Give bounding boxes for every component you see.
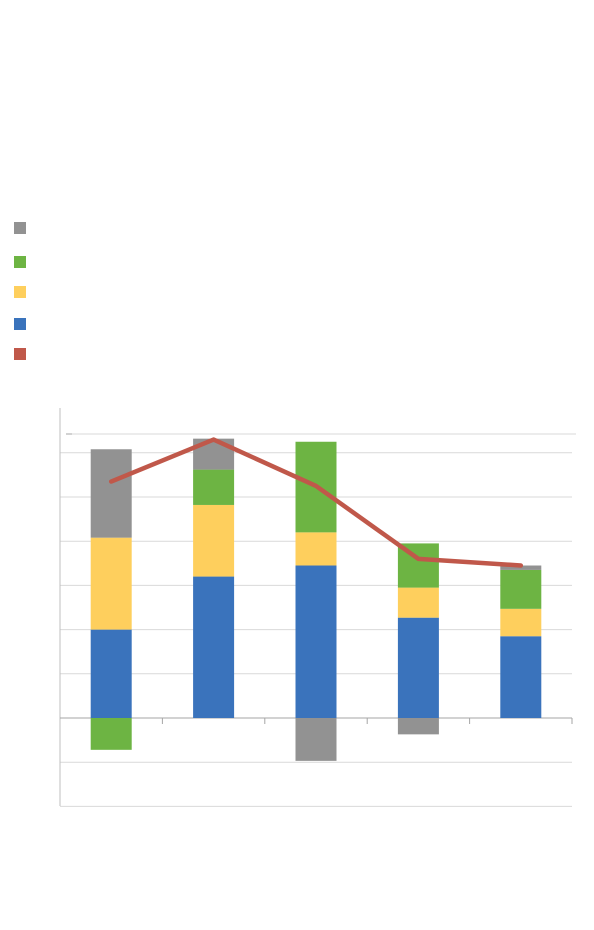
bar-series-1-cat-0 — [90, 537, 132, 630]
bar-series-0-cat-2 — [295, 565, 337, 718]
bar-series-3-cat-2 — [295, 718, 337, 761]
legend-swatch-1 — [14, 256, 26, 268]
bar-series-1-cat-2 — [295, 532, 337, 566]
bar-series-2-cat-0 — [90, 718, 132, 750]
legend-swatch-2 — [14, 286, 26, 298]
bar-series-0-cat-3 — [397, 617, 439, 718]
bars — [90, 438, 542, 761]
legend-swatch-3 — [14, 318, 26, 330]
legend-swatch-0 — [14, 222, 26, 234]
bar-series-0-cat-4 — [500, 636, 542, 718]
bar-series-1-cat-4 — [500, 608, 542, 637]
bar-series-0-cat-0 — [90, 629, 132, 718]
legend — [14, 222, 26, 360]
legend-swatch-4 — [14, 348, 26, 360]
bar-series-0-cat-1 — [193, 576, 235, 718]
bar-series-3-cat-3 — [397, 718, 439, 735]
bar-series-3-cat-0 — [90, 449, 132, 538]
bar-series-1-cat-3 — [397, 587, 439, 618]
bar-series-1-cat-1 — [193, 504, 235, 577]
bar-series-2-cat-4 — [500, 569, 542, 609]
line-series — [108, 437, 524, 568]
bar-series-2-cat-1 — [193, 469, 235, 505]
